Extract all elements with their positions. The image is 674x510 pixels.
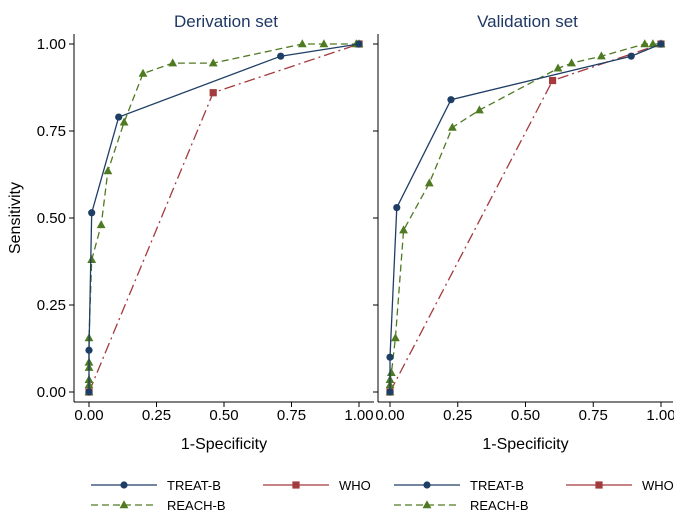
legend-item-reach-b: REACH-B (91, 498, 226, 510)
legend-item-treat-b: TREAT-B (394, 478, 524, 493)
panel-title: Derivation set (174, 12, 278, 31)
series-treat-b (85, 40, 363, 396)
legend-validation: TREAT-B WHO REACH-B (394, 478, 674, 510)
x-tick-label: 0.75 (579, 407, 608, 424)
x-tick-label: 0.25 (443, 407, 472, 424)
data-point (596, 51, 606, 60)
data-point (96, 220, 106, 229)
panel-derivation: Derivation set 0.00 0.25 0.50 0.75 1.00 0.00 0.… (7, 12, 374, 453)
legend-marker (119, 500, 129, 509)
legend-marker (120, 481, 128, 489)
legend-marker (423, 481, 431, 489)
series-who (386, 40, 665, 396)
y-tick-label: 0.25 (37, 297, 66, 314)
data-point (386, 368, 396, 377)
y-tick-label: 0.00 (37, 384, 66, 401)
data-point (386, 388, 394, 396)
data-point (297, 39, 307, 48)
legend-label: WHO (642, 478, 674, 493)
data-point (549, 76, 557, 85)
series-line (389, 43, 662, 392)
y-tick-label: 0.75 (37, 123, 66, 140)
data-point (168, 58, 178, 67)
x-axis-title: 1-Specificity (181, 436, 267, 453)
data-point (138, 68, 148, 77)
series-line (88, 43, 360, 393)
data-point (319, 39, 329, 48)
legend-marker (292, 481, 300, 489)
legend-item-reach-b: REACH-B (394, 498, 529, 510)
legend-label: REACH-B (167, 498, 226, 510)
x-tick-label: 0.00 (375, 407, 404, 424)
panel-title: Validation set (477, 12, 578, 31)
x-tick-label: 0.00 (74, 407, 103, 424)
data-point (355, 40, 363, 48)
x-tick-label: 1.00 (344, 407, 373, 424)
data-point (209, 89, 217, 97)
legend-marker (595, 481, 603, 489)
legend-derivation: TREAT-B WHO REACH-B (91, 478, 371, 510)
x-axis-title: 1-Specificity (482, 436, 568, 453)
data-point (447, 122, 457, 131)
x-tick-label: 0.50 (511, 407, 540, 424)
legend-label: TREAT-B (470, 478, 524, 493)
data-point (115, 113, 123, 121)
legend-item-who: WHO (263, 478, 371, 493)
series-reach-b (84, 39, 364, 396)
data-point (87, 254, 97, 263)
x-tick-label: 0.75 (277, 407, 306, 424)
data-point (119, 117, 129, 126)
data-point (85, 388, 93, 396)
legend-marker (422, 500, 432, 509)
data-point (399, 225, 408, 234)
data-point (88, 209, 96, 217)
data-point (393, 203, 401, 212)
x-tick-label: 1.00 (646, 407, 674, 424)
data-point (85, 346, 93, 354)
y-axis-title: Sensitivity (7, 182, 24, 254)
data-point (648, 39, 658, 48)
data-point (657, 40, 665, 48)
data-point (277, 52, 285, 60)
data-point (640, 39, 650, 48)
data-point (553, 63, 563, 72)
series-line (389, 43, 662, 393)
series-treat-b (386, 40, 665, 396)
data-point (424, 178, 434, 187)
series-line (88, 43, 360, 392)
data-point (208, 58, 218, 67)
data-point (447, 96, 455, 104)
series-line (389, 43, 661, 392)
data-point (391, 333, 400, 342)
panel-validation: Validation set 0.00 0.25 0.50 0.75 1.00 1-Spec… (373, 12, 674, 453)
data-point (627, 52, 635, 60)
data-point (103, 166, 113, 175)
legend-label: REACH-B (470, 498, 529, 510)
legend-label: WHO (339, 478, 371, 493)
data-point (386, 353, 394, 361)
data-point (567, 58, 576, 67)
legend-item-who: WHO (566, 478, 674, 493)
legend-label: TREAT-B (167, 478, 221, 493)
x-tick-label: 0.25 (142, 407, 171, 424)
y-tick-label: 1.00 (37, 36, 66, 53)
series-reach-b (385, 39, 666, 396)
data-point (475, 105, 484, 114)
y-tick-label: 0.50 (37, 210, 66, 227)
series-line (88, 43, 359, 392)
x-tick-label: 0.50 (209, 407, 238, 424)
legend-item-treat-b: TREAT-B (91, 478, 221, 493)
series-who (85, 40, 363, 396)
